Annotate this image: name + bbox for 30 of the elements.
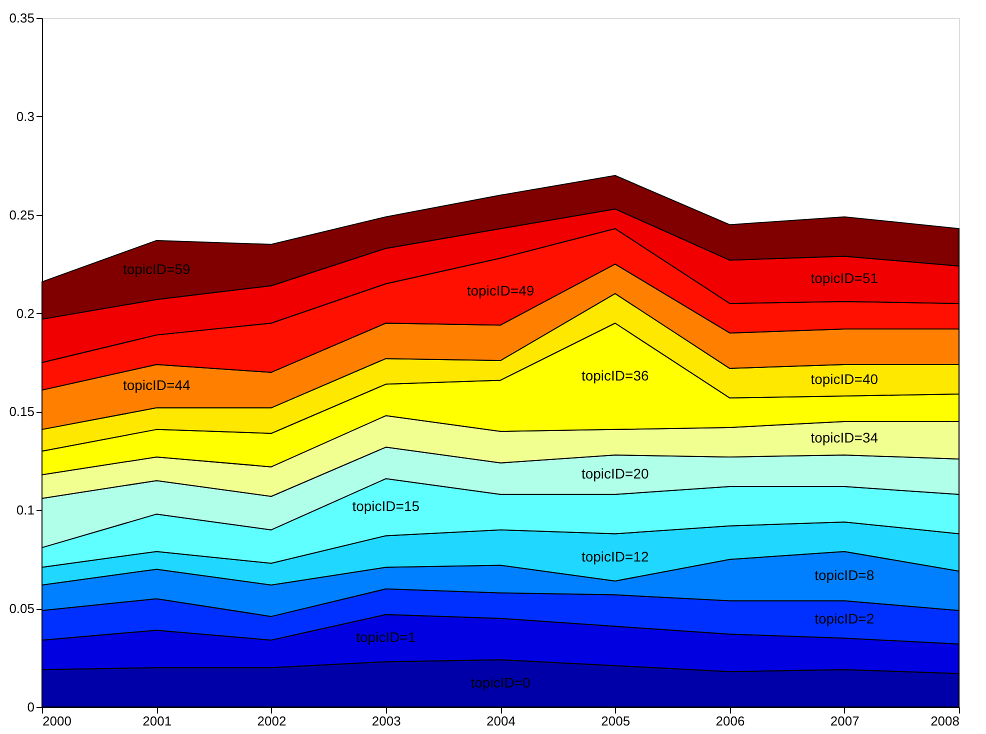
series-label: topicID=15 — [352, 498, 420, 514]
x-tick-label: 2007 — [830, 714, 860, 728]
x-tick-label: 2008 — [930, 714, 960, 728]
y-tick-label: 0.35 — [9, 10, 34, 26]
x-tick-label: 2001 — [142, 714, 172, 728]
series-label: topicID=59 — [122, 260, 190, 277]
series-label: topicID=36 — [581, 367, 649, 384]
series-label: topicID=49 — [466, 282, 534, 299]
x-tick-label: 2004 — [486, 714, 516, 728]
series-label: topicID=12 — [581, 548, 649, 564]
series-label: topicID=8 — [814, 567, 874, 584]
series-label: topicID=40 — [810, 371, 878, 388]
x-tick-label: 2002 — [257, 714, 286, 728]
y-tick-label: 0.3 — [16, 108, 34, 124]
series-label: topicID=44 — [122, 377, 190, 394]
series-label: topicID=2 — [814, 610, 874, 626]
y-tick-label: 0.05 — [9, 601, 34, 616]
x-tick-label: 2000 — [42, 714, 72, 728]
series-label: topicID=34 — [810, 429, 878, 446]
y-tick-label: 0.1 — [16, 502, 34, 518]
x-tick-label: 2005 — [601, 714, 630, 728]
y-tick-label: 0.25 — [9, 207, 34, 222]
y-tick-label: 0.15 — [9, 404, 34, 420]
y-tick-label: 0 — [27, 700, 34, 714]
x-tick-label: 2003 — [372, 714, 401, 728]
series-label: topicID=20 — [581, 466, 649, 482]
y-tick-label: 0.2 — [16, 306, 34, 321]
series-label: topicID=51 — [810, 270, 878, 286]
x-tick-label: 2006 — [716, 714, 745, 728]
series-label: topicID=1 — [356, 629, 416, 646]
